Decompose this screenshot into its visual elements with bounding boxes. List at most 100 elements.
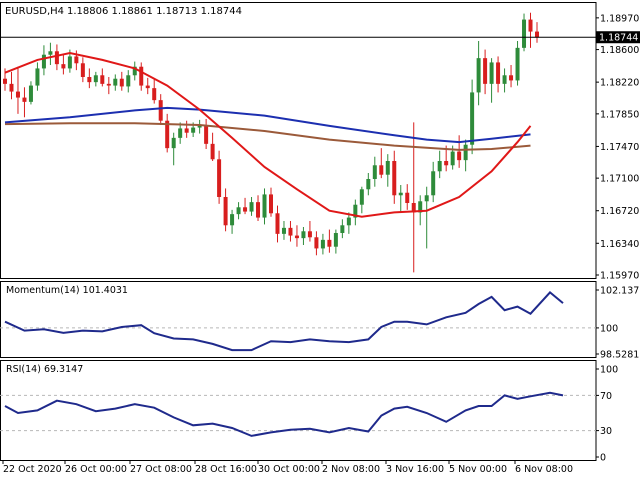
price-tick-label: 1.18970 (600, 13, 639, 24)
candle-body (217, 159, 222, 197)
candle-body (340, 225, 345, 233)
candle-body (67, 56, 72, 69)
time-tick-label: 26 Oct 00:00 (65, 464, 127, 475)
candle-body (230, 214, 235, 226)
ohlc-readout: 1.18806 1.18861 1.18713 1.18744 (67, 6, 242, 17)
candle-body (515, 47, 520, 81)
candle-body (366, 179, 371, 190)
candle-body (9, 83, 14, 92)
price-panel: 1.18970 1.18600 1.18220 1.17850 1.17470 1.171… (0, 2, 640, 282)
candle-body (281, 227, 286, 234)
candle-body (210, 143, 215, 160)
momentum-tick-label: 102.1377 (600, 286, 640, 297)
rsi-tick-label: 30 (600, 426, 612, 437)
candle-body (93, 75, 98, 83)
candle-body (502, 75, 507, 84)
candle-body (126, 75, 131, 87)
price-tick-label: 1.17100 (600, 174, 639, 185)
candle-body (223, 197, 228, 226)
candle-body (483, 58, 488, 84)
rsi-title: RSI(14) 69.3147 (6, 364, 83, 375)
candle-body (269, 194, 273, 214)
candle-body (398, 192, 403, 196)
candle-body (243, 207, 248, 212)
candle-body (236, 207, 241, 215)
time-tick-label: 28 Oct 16:00 (195, 464, 257, 475)
candle-body (314, 237, 319, 249)
momentum-tick-label: 98.5281 (600, 350, 639, 361)
candle-body (3, 78, 7, 84)
price-tick-label: 1.18220 (600, 78, 639, 89)
candle-body (528, 19, 533, 32)
current-price-box (596, 31, 640, 44)
moving-average-slow (4, 122, 531, 151)
candle-body (431, 171, 436, 196)
price-tick-label: 1.17850 (600, 109, 639, 120)
rsi-frame (0, 360, 597, 461)
candle-body (288, 227, 293, 236)
candle-body (119, 78, 124, 87)
candle-body (191, 127, 196, 133)
candle-body (320, 239, 325, 249)
candle-body (353, 204, 358, 218)
candle-body (307, 231, 312, 238)
candle-body (301, 231, 306, 239)
candle-body (15, 91, 20, 98)
rsi-tick-label: 0 (600, 453, 606, 464)
candle-body (424, 195, 429, 202)
candle-body (184, 128, 189, 133)
candle-body (327, 239, 332, 247)
candle-body (80, 63, 85, 77)
candle-body (522, 19, 527, 48)
candle-body (372, 165, 377, 179)
candle-body (294, 235, 299, 239)
candle-body (489, 62, 494, 84)
candle-body (346, 217, 351, 226)
candle-body (35, 68, 40, 86)
candle-body (152, 88, 157, 101)
candle-body (106, 83, 111, 86)
candle-body (275, 213, 280, 234)
candle-body (139, 66, 144, 86)
momentum-panel: Momentum(14) 101.4031 102.1377 100 98.5281 (0, 281, 640, 361)
time-tick-label: 3 Nov 16:00 (386, 464, 444, 475)
candle-body (41, 54, 46, 69)
rsi-line (4, 391, 564, 437)
time-tick-label: 5 Nov 00:00 (449, 464, 507, 475)
candle-body (256, 202, 261, 218)
price-tick-label: 1.17470 (600, 142, 639, 153)
moving-average-fast (4, 51, 532, 218)
candle-body (178, 128, 183, 138)
time-axis: 22 Oct 2020 26 Oct 00:00 27 Oct 08:00 28 Oc… (2, 460, 573, 475)
candle-body (145, 85, 150, 89)
candle-body (48, 51, 53, 55)
candle-body (476, 58, 481, 93)
candle-body (509, 75, 514, 81)
candle-body (28, 85, 33, 102)
candle-body (132, 66, 137, 76)
moving-average-mid (4, 106, 531, 144)
time-tick-label: 27 Oct 08:00 (130, 464, 192, 475)
candle-body (165, 120, 170, 149)
time-tick-label: 2 Nov 08:00 (322, 464, 380, 475)
momentum-title: Momentum(14) 101.4031 (6, 285, 128, 296)
candle-body (74, 56, 79, 64)
candle-body (61, 64, 66, 69)
momentum-line (4, 291, 564, 352)
candle-body (359, 189, 364, 205)
candle-body (249, 202, 254, 212)
candle-body (158, 100, 163, 121)
candle-body (535, 31, 539, 38)
candle-body (405, 192, 410, 203)
current-price-label: 1.18744 (599, 33, 638, 44)
candle-body (418, 201, 423, 213)
candle-body (204, 125, 209, 144)
candle-body (171, 137, 176, 149)
candle-body (496, 62, 501, 84)
candle-body (100, 75, 105, 84)
rsi-tick-label: 70 (600, 391, 612, 402)
candle-body (385, 161, 390, 175)
candle-body (333, 233, 338, 247)
candle-body (457, 151, 462, 161)
